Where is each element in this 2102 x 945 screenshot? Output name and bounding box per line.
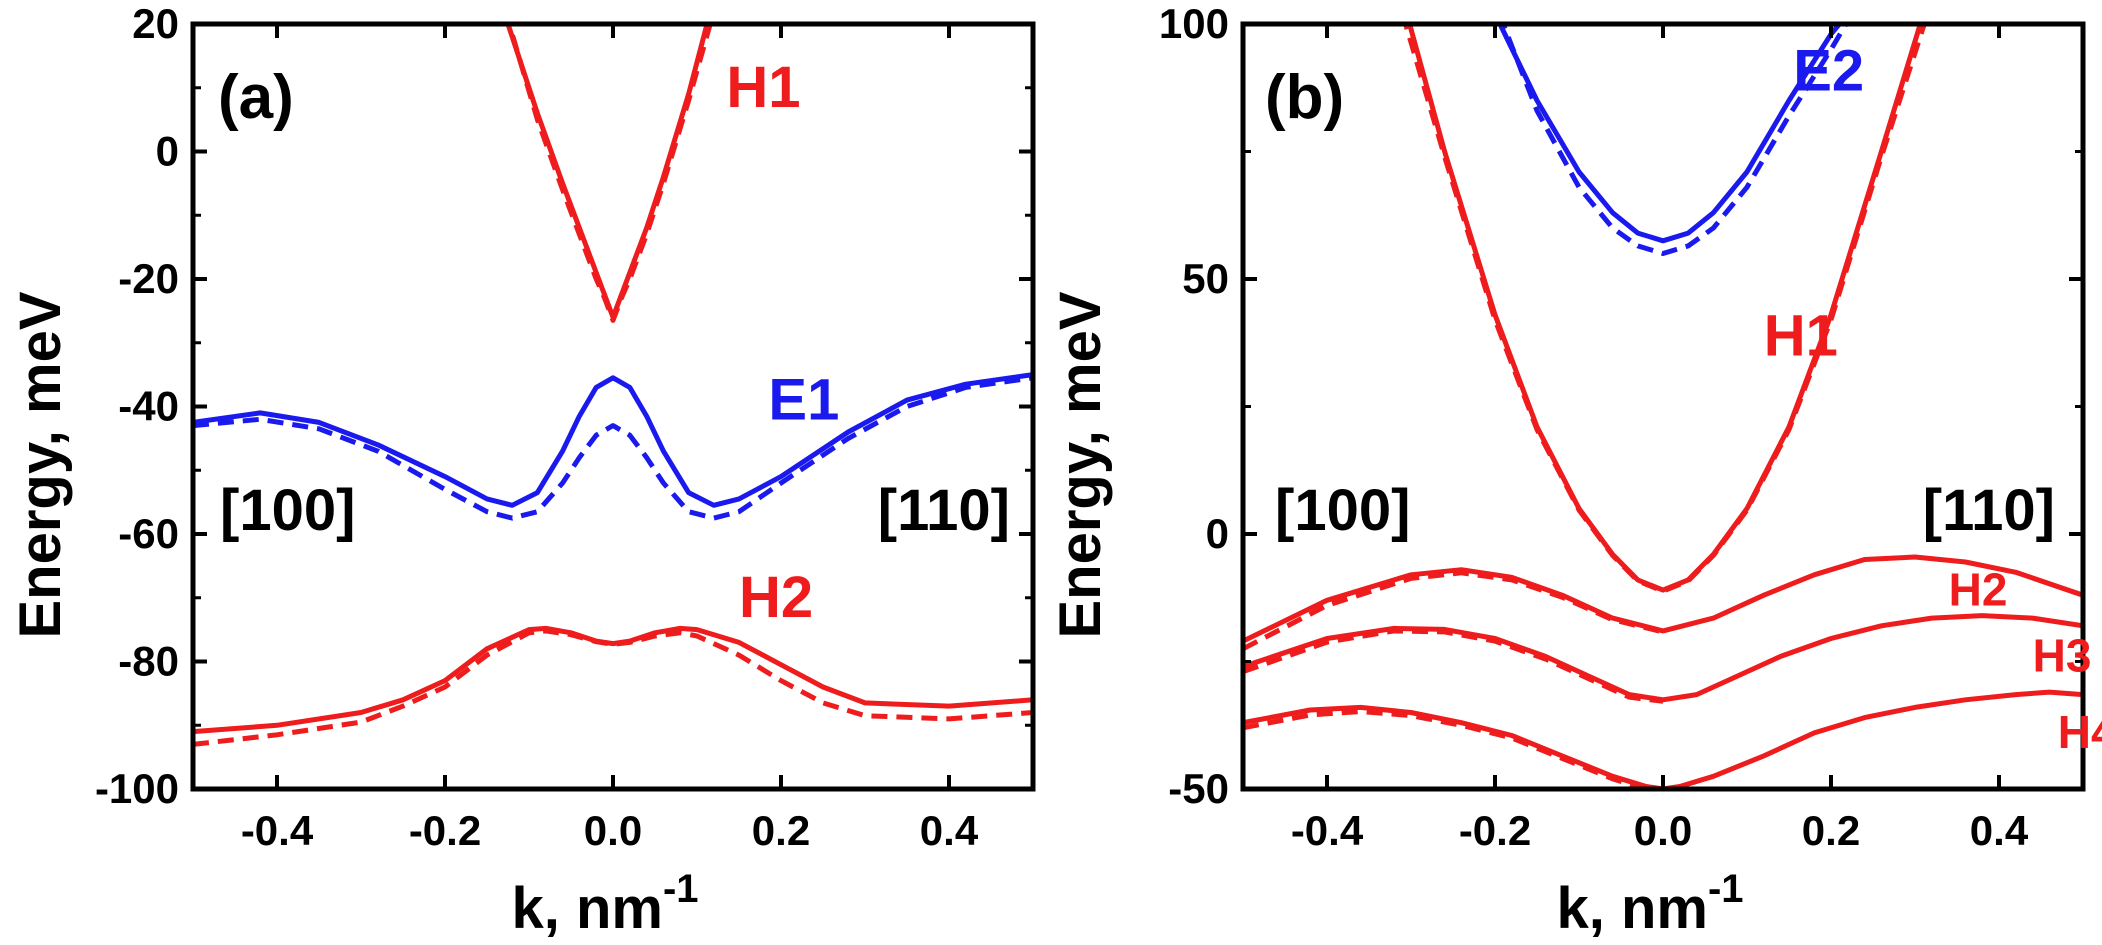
y-tick-label: 0 bbox=[1206, 510, 1229, 557]
plot-frame bbox=[190, 21, 1036, 792]
panel-a: Energy, meV k, nm-1 -0.4 -0.2 0.0 0.2 0.4-10… bbox=[8, 0, 1036, 941]
h2-solid-line bbox=[1243, 554, 2083, 644]
plot-area-a: -0.4 -0.2 0.0 0.2 0.4 -100 -80 -60 -40 -20 0 20 (a) [… bbox=[95, 0, 1036, 854]
band-5-dashed-line bbox=[193, 628, 1033, 747]
direction-label: [110] bbox=[878, 478, 1010, 543]
plot-area-b: -0.4 -0.2 0.0 0.2 0.4 -50 0 50 100 (b) [100] [110] E… bbox=[1159, 0, 2102, 854]
direction-label: [100] bbox=[220, 478, 355, 543]
panel-b: Energy, meV k, nm-1 -0.4 -0.2 0.0 0.2 0.4 -50… bbox=[1048, 0, 2102, 941]
x-tick-label: 0.2 bbox=[752, 807, 810, 854]
band-5-dashed-line bbox=[1243, 570, 1664, 652]
y-tick-label: 0 bbox=[156, 128, 179, 175]
band-label-e1: E1 bbox=[768, 367, 839, 432]
y-tick-label: 50 bbox=[1182, 255, 1229, 302]
curves bbox=[1243, 24, 2083, 789]
band-label-e2: E2 bbox=[1793, 38, 1864, 103]
band-label-h2: H2 bbox=[739, 565, 813, 630]
y-tick-label: 20 bbox=[132, 0, 179, 47]
h4-solid-line bbox=[1243, 689, 2083, 789]
band-label-h2: H2 bbox=[1949, 563, 2008, 615]
x-axis-title-sup-a: -1 bbox=[663, 867, 699, 911]
y-tick-label: -20 bbox=[118, 255, 179, 302]
band-3-dashed-line bbox=[193, 375, 1033, 521]
y-axis-title-a: Energy, meV bbox=[8, 291, 73, 638]
e1-solid-line bbox=[193, 372, 1033, 508]
curves bbox=[193, 24, 1033, 747]
band-3-dashed-line bbox=[1402, 24, 1927, 594]
y-axis-title-b: Energy, meV bbox=[1048, 291, 1113, 638]
x-tick-label: 0.0 bbox=[584, 807, 642, 854]
x-tick-label: 0.2 bbox=[1802, 807, 1860, 854]
band-label-h4: H4 bbox=[2058, 706, 2102, 758]
direction-label: [110] bbox=[1923, 478, 2055, 543]
band-1-dashed-line bbox=[506, 24, 713, 323]
band-label-h1: H1 bbox=[726, 55, 800, 120]
y-tick-label: -100 bbox=[95, 765, 179, 812]
x-axis-title-a: k, nm-1 bbox=[511, 867, 698, 941]
x-tick-label: -0.4 bbox=[241, 807, 314, 854]
x-tick-label: 0.4 bbox=[920, 807, 979, 854]
direction-label: [100] bbox=[1275, 478, 1410, 543]
band-7-dashed-line bbox=[1243, 628, 1664, 704]
plot-frame bbox=[1240, 21, 2086, 792]
x-tick-label: -0.2 bbox=[1459, 807, 1531, 854]
x-tick-label: -0.2 bbox=[409, 807, 481, 854]
h2-solid-line bbox=[193, 625, 1033, 735]
x-tick-label: 0.0 bbox=[1634, 807, 1692, 854]
h1-solid-line bbox=[505, 24, 710, 320]
y-tick-label: 100 bbox=[1159, 0, 1229, 47]
y-tick-label: -60 bbox=[118, 510, 179, 557]
panel-label: (a) bbox=[218, 63, 294, 132]
y-tick-label: -50 bbox=[1168, 765, 1229, 812]
band-1-dashed-line bbox=[1500, 24, 1849, 256]
x-axis-title-sup-b: -1 bbox=[1708, 867, 1744, 911]
band-9-dashed-line bbox=[1243, 709, 1664, 789]
x-tick-label: 0.4 bbox=[1970, 807, 2029, 854]
x-axis-title-text-a: k, nm bbox=[511, 876, 663, 941]
x-axis-title-text-b: k, nm bbox=[1556, 876, 1708, 941]
x-tick-label: -0.4 bbox=[1291, 807, 1364, 854]
y-tick-label: -40 bbox=[118, 383, 179, 430]
x-axis-title-b: k, nm-1 bbox=[1556, 867, 1743, 941]
h3-solid-line bbox=[1243, 613, 2083, 703]
panel-label: (b) bbox=[1265, 63, 1344, 132]
e2-solid-line bbox=[1497, 24, 1843, 244]
band-label-h1: H1 bbox=[1764, 304, 1838, 369]
y-tick-label: -80 bbox=[118, 638, 179, 685]
band-label-h3: H3 bbox=[2033, 630, 2092, 682]
